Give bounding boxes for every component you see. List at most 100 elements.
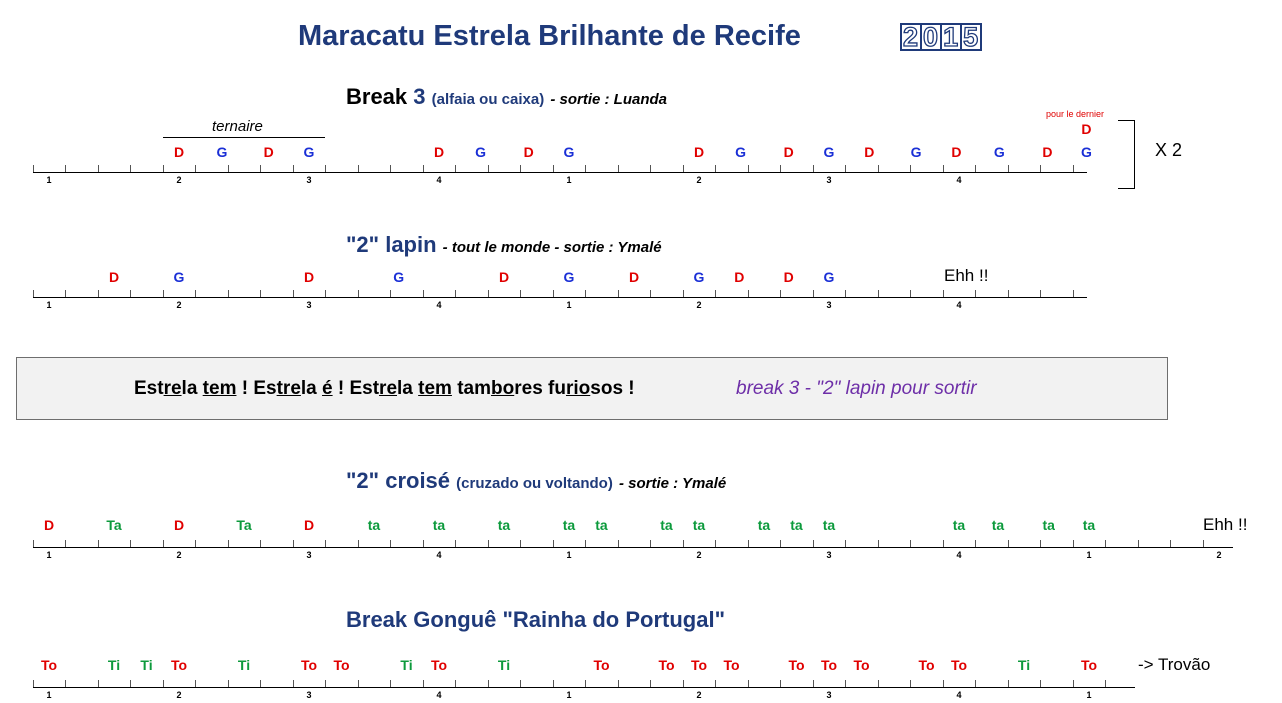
beat-number: 3 bbox=[826, 690, 832, 700]
rhythm-note: To bbox=[170, 657, 188, 673]
subdivision-tick bbox=[715, 680, 716, 687]
beat-number: 2 bbox=[176, 690, 182, 700]
rhythm-note: G bbox=[303, 144, 315, 160]
subdivision-tick bbox=[845, 165, 846, 172]
subdivision-tick bbox=[390, 680, 391, 687]
subdivision-tick bbox=[650, 540, 651, 547]
subdivision-tick bbox=[943, 290, 944, 297]
beat-number: 1 bbox=[46, 300, 52, 310]
subdivision-tick bbox=[260, 290, 261, 297]
rhythm-note: D bbox=[864, 144, 875, 160]
heading-num: 3 bbox=[413, 84, 426, 109]
rhythm-note: Ti bbox=[497, 657, 511, 673]
subdivision-tick bbox=[748, 680, 749, 687]
rhythm-note: Ti bbox=[107, 657, 121, 673]
subdivision-tick bbox=[910, 290, 911, 297]
lyric-text: sos ! bbox=[590, 378, 635, 399]
timeline-axis bbox=[33, 297, 1087, 298]
subdivision-tick bbox=[325, 540, 326, 547]
subdivision-tick bbox=[715, 540, 716, 547]
rhythm-note: D bbox=[108, 269, 120, 285]
rhythm-note: To bbox=[788, 657, 805, 673]
subdivision-tick bbox=[293, 290, 294, 297]
rhythm-note: ta bbox=[367, 517, 381, 533]
rhythm-note: D bbox=[783, 144, 794, 160]
rhythm-note: Ta bbox=[106, 517, 122, 533]
section-heading-break3: Break 3 (alfaia ou caixa) - sortie : Lua… bbox=[346, 84, 667, 110]
subdivision-tick bbox=[65, 680, 66, 687]
year-digit: 2 bbox=[900, 23, 923, 51]
rhythm-note: To bbox=[300, 657, 318, 673]
subdivision-tick bbox=[163, 540, 164, 547]
rhythm-note: G bbox=[993, 144, 1005, 160]
rhythm-note: Ta bbox=[236, 517, 252, 533]
subdivision-tick bbox=[163, 680, 164, 687]
rhythm-note: G bbox=[216, 144, 228, 160]
subdivision-tick bbox=[1040, 290, 1041, 297]
rhythm-note: ta bbox=[1082, 517, 1096, 533]
subdivision-tick bbox=[553, 680, 554, 687]
subdivision-tick bbox=[1040, 540, 1041, 547]
timeline-axis bbox=[33, 172, 1087, 173]
subdivision-tick bbox=[1040, 680, 1041, 687]
rhythm-note: To bbox=[658, 657, 675, 673]
subdivision-tick bbox=[1073, 540, 1074, 547]
subdivision-tick bbox=[683, 290, 684, 297]
rhythm-note: ta bbox=[822, 517, 836, 533]
subdivision-tick bbox=[293, 540, 294, 547]
rhythm-note: D bbox=[173, 144, 185, 160]
rhythm-note: ta bbox=[991, 517, 1005, 533]
beat-number: 4 bbox=[436, 175, 442, 185]
subdivision-tick bbox=[1138, 540, 1139, 547]
subdivision-tick bbox=[98, 165, 99, 172]
subdivision-tick bbox=[780, 680, 781, 687]
beat-number: 3 bbox=[826, 550, 832, 560]
subdivision-tick bbox=[130, 540, 131, 547]
rhythm-note: To bbox=[593, 657, 610, 673]
beat-number: 4 bbox=[956, 550, 962, 560]
timeline-axis bbox=[33, 687, 1135, 688]
lyric-text: ! Es bbox=[236, 378, 277, 399]
subdivision-tick bbox=[520, 165, 521, 172]
end-label: Ehh !! bbox=[944, 266, 989, 285]
subdivision-tick bbox=[130, 290, 131, 297]
subdivision-tick bbox=[33, 290, 34, 297]
heading-tail: - tout le monde - sortie : Ymalé bbox=[442, 239, 662, 256]
subdivision-tick bbox=[618, 680, 619, 687]
rhythm-note: D bbox=[523, 144, 534, 160]
subdivision-tick bbox=[130, 680, 131, 687]
rhythm-note: G bbox=[475, 144, 487, 160]
year-digit: 1 bbox=[940, 23, 963, 51]
lyric-text: tam bbox=[451, 378, 492, 399]
subdivision-tick bbox=[748, 165, 749, 172]
subdivision-tick bbox=[1073, 165, 1074, 172]
beat-number: 2 bbox=[176, 175, 182, 185]
year-digit: 0 bbox=[920, 23, 943, 51]
rhythm-note: G bbox=[563, 144, 575, 160]
subdivision-tick bbox=[943, 540, 944, 547]
rhythm-note: D bbox=[628, 269, 640, 285]
beat-number: 3 bbox=[306, 175, 312, 185]
heading-paren: (cruzado ou voltando) bbox=[456, 475, 613, 492]
rhythm-note: To bbox=[430, 657, 448, 673]
subdivision-tick bbox=[878, 165, 879, 172]
subdivision-tick bbox=[488, 540, 489, 547]
lyric-text: Est bbox=[134, 378, 164, 399]
chant-lyrics: Estrela tem ! Estrela é ! Estrela tem ta… bbox=[134, 378, 635, 400]
subdivision-tick bbox=[260, 540, 261, 547]
subdivision-tick bbox=[520, 540, 521, 547]
subdivision-tick bbox=[65, 540, 66, 547]
subdivision-tick bbox=[813, 290, 814, 297]
rhythm-note: D bbox=[433, 144, 445, 160]
subdivision-tick bbox=[1008, 290, 1009, 297]
rhythm-note: G bbox=[823, 144, 835, 160]
beat-number: 2 bbox=[696, 175, 702, 185]
subdivision-tick bbox=[585, 290, 586, 297]
beat-number: 1 bbox=[46, 175, 52, 185]
rhythm-note: G bbox=[563, 269, 575, 285]
rhythm-note: D bbox=[173, 517, 185, 533]
subdivision-tick bbox=[455, 540, 456, 547]
beat-number: 4 bbox=[436, 690, 442, 700]
subdivision-tick bbox=[423, 540, 424, 547]
